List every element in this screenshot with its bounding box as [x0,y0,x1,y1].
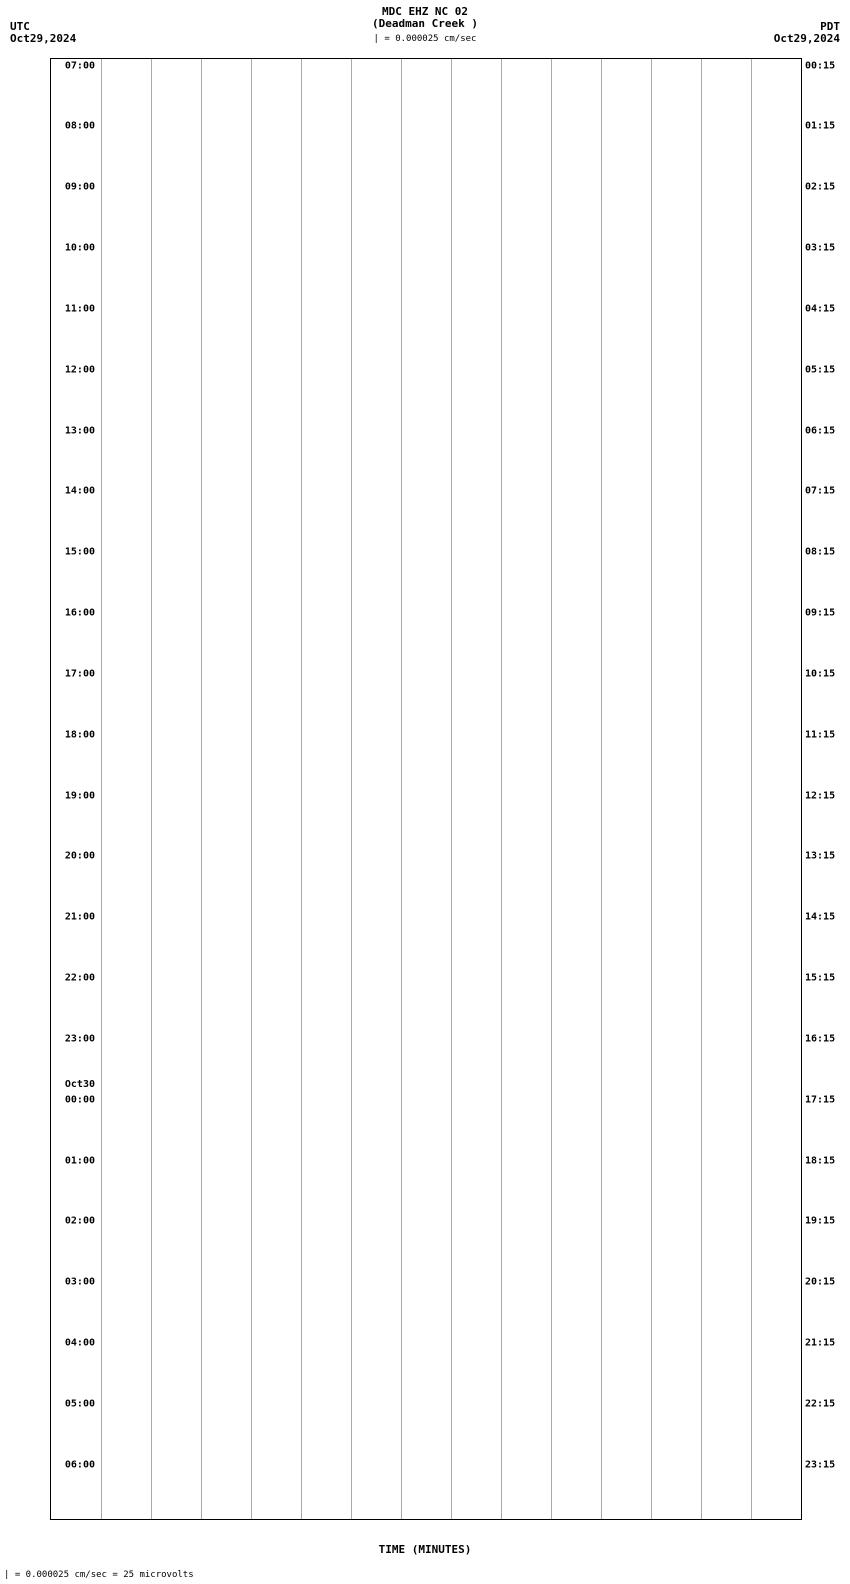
date-marker: Oct30 [65,1079,95,1090]
x-axis [50,1520,800,1540]
pdt-hour-label: 14:15 [805,912,835,923]
footer-scale: | = 0.000025 cm/sec = 25 microvolts [4,1570,194,1580]
utc-hour-label: 12:00 [65,364,95,375]
pdt-hour-label: 10:15 [805,668,835,679]
utc-hour-label: 11:00 [65,303,95,314]
utc-hour-label: 23:00 [65,1033,95,1044]
tz-right-date: Oct29,2024 [774,32,840,45]
utc-hour-label: 03:00 [65,1277,95,1288]
utc-hour-label: 20:00 [65,851,95,862]
pdt-hour-label: 23:15 [805,1459,835,1470]
scale-indicator: | = 0.000025 cm/sec [0,34,850,44]
pdt-hour-label: 01:15 [805,121,835,132]
plot-area [50,58,802,1520]
utc-hour-label: 10:00 [65,243,95,254]
utc-hour-label: 15:00 [65,547,95,558]
pdt-hour-label: 20:15 [805,1277,835,1288]
pdt-hour-label: 21:15 [805,1338,835,1349]
tz-left-date: Oct29,2024 [10,32,76,45]
pdt-hour-label: 05:15 [805,364,835,375]
pdt-hour-label: 04:15 [805,303,835,314]
utc-hour-label: 18:00 [65,729,95,740]
utc-hour-label: 09:00 [65,182,95,193]
utc-hour-label: 00:00 [65,1094,95,1105]
pdt-hour-label: 03:15 [805,243,835,254]
pdt-hour-label: 07:15 [805,486,835,497]
x-axis-title: TIME (MINUTES) [0,1543,850,1556]
pdt-hour-label: 08:15 [805,547,835,558]
utc-hour-label: 05:00 [65,1398,95,1409]
pdt-hour-label: 16:15 [805,1033,835,1044]
pdt-hour-label: 09:15 [805,608,835,619]
utc-hour-label: 22:00 [65,973,95,984]
pdt-hour-label: 00:15 [805,60,835,71]
utc-hour-label: 08:00 [65,121,95,132]
seismic-traces [51,59,801,1519]
utc-hour-label: 16:00 [65,608,95,619]
utc-hour-label: 06:00 [65,1459,95,1470]
seismogram-container: MDC EHZ NC 02 (Deadman Creek ) | = 0.000… [0,0,850,1584]
utc-hour-label: 21:00 [65,912,95,923]
pdt-hour-label: 06:15 [805,425,835,436]
pdt-hour-label: 15:15 [805,973,835,984]
pdt-hour-label: 19:15 [805,1216,835,1227]
utc-hour-label: 17:00 [65,668,95,679]
pdt-hour-label: 22:15 [805,1398,835,1409]
pdt-hour-label: 11:15 [805,729,835,740]
pdt-hour-label: 02:15 [805,182,835,193]
pdt-hour-label: 12:15 [805,790,835,801]
pdt-hour-label: 17:15 [805,1094,835,1105]
station-name: (Deadman Creek ) [0,17,850,30]
utc-hour-label: 04:00 [65,1338,95,1349]
utc-hour-label: 14:00 [65,486,95,497]
utc-hour-label: 13:00 [65,425,95,436]
utc-hour-label: 19:00 [65,790,95,801]
pdt-hour-label: 18:15 [805,1155,835,1166]
pdt-hour-label: 13:15 [805,851,835,862]
utc-hour-label: 07:00 [65,60,95,71]
utc-hour-label: 01:00 [65,1155,95,1166]
utc-hour-label: 02:00 [65,1216,95,1227]
